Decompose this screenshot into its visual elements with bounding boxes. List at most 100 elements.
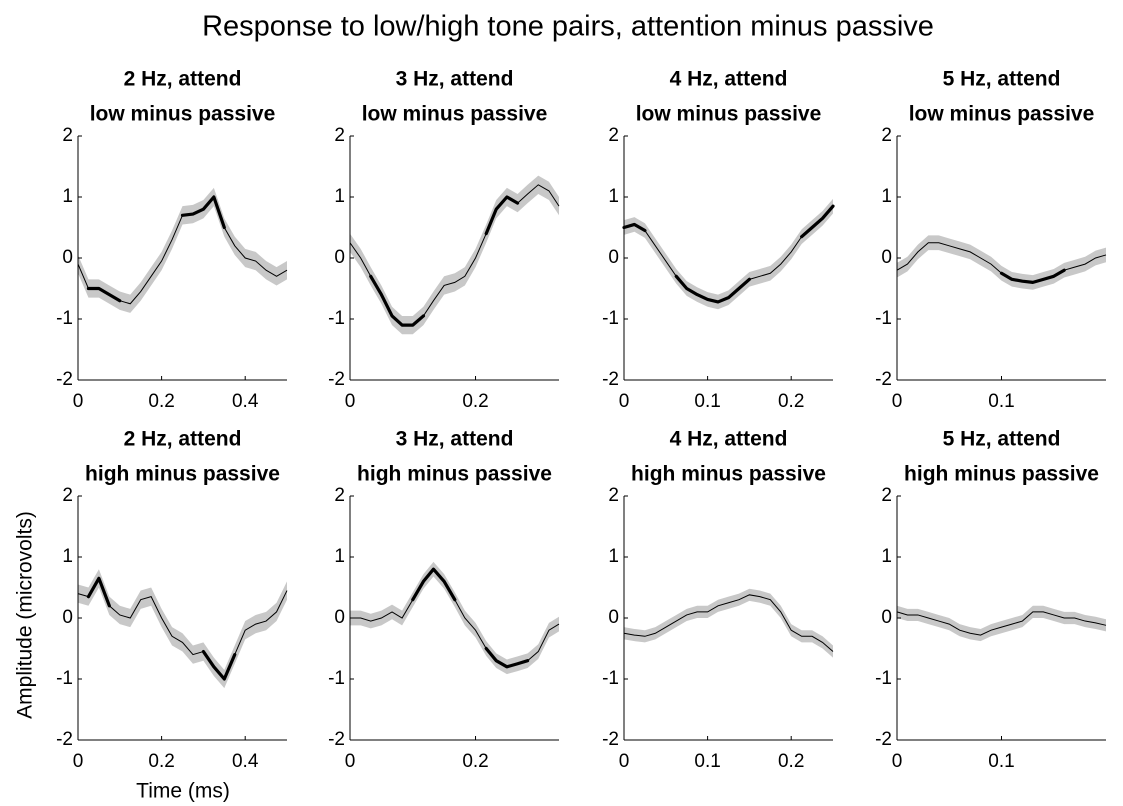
y-tick-label: 0 (334, 607, 345, 628)
significant-segment (201, 649, 237, 681)
subplot-subtitle: high minus passive (85, 463, 280, 486)
significant-segment (86, 576, 111, 608)
x-tick-label: 0 (345, 391, 356, 412)
y-tick-label: 0 (608, 607, 619, 628)
y-tick-label: -2 (602, 369, 619, 390)
error-band (350, 175, 559, 335)
y-tick-label: 2 (62, 485, 73, 506)
y-tick-label: 1 (608, 546, 619, 567)
y-tick-label: 1 (881, 546, 892, 567)
x-tick-label: 0.4 (232, 751, 259, 772)
error-band (350, 561, 559, 675)
y-tick-label: -1 (602, 308, 619, 329)
subplot-title: 5 Hz, attend (943, 68, 1061, 91)
significant-segment (180, 195, 226, 230)
line (623, 205, 834, 303)
subplot-title: 2 Hz, attend (124, 68, 242, 91)
significant-segment (369, 274, 426, 327)
y-tick-label: 1 (881, 186, 892, 207)
significant-segment (86, 286, 122, 303)
y-tick-label: -2 (328, 369, 345, 390)
y-tick-label: -2 (602, 729, 619, 750)
subplot-subtitle: low minus passive (636, 103, 822, 126)
subplot-title: 5 Hz, attend (943, 428, 1061, 451)
x-tick-label: 0.1 (694, 391, 720, 412)
subplot-title: 2 Hz, attend (124, 428, 242, 451)
y-tick-label: 1 (608, 186, 619, 207)
line (896, 611, 1107, 636)
subplot-subtitle: high minus passive (357, 463, 552, 486)
x-tick-label: 0.1 (694, 751, 720, 772)
x-tick-label: 0.2 (148, 751, 174, 772)
error-band (897, 605, 1106, 642)
x-tick-label: 0.2 (148, 391, 174, 412)
line (349, 184, 560, 326)
y-tick-label: 0 (62, 607, 73, 628)
y-tick-label: 1 (62, 546, 73, 567)
y-tick-label: -1 (328, 308, 345, 329)
y-tick-label: 1 (62, 186, 73, 207)
significant-segment (484, 646, 530, 669)
y-tick-label: -1 (328, 668, 345, 689)
x-tick-label: 0 (73, 751, 84, 772)
y-tick-label: -1 (875, 668, 892, 689)
significant-segment (999, 268, 1066, 284)
subplot-title: 4 Hz, attend (670, 68, 788, 91)
y-tick-label: 1 (334, 546, 345, 567)
y-tick-label: 0 (881, 607, 892, 628)
significant-segment (411, 567, 457, 602)
subplot-subtitle: low minus passive (362, 103, 548, 126)
subplot-title: 3 Hz, attend (396, 428, 514, 451)
x-tick-label: 0.2 (778, 391, 804, 412)
y-tick-label: 0 (334, 247, 345, 268)
y-tick-label: 0 (608, 247, 619, 268)
y-tick-label: 2 (881, 125, 892, 146)
subplot-subtitle: high minus passive (631, 463, 826, 486)
line (623, 594, 834, 652)
significant-segment (484, 195, 520, 236)
y-tick-label: -2 (56, 729, 73, 750)
error-band (78, 569, 287, 689)
subplot-subtitle: high minus passive (904, 463, 1099, 486)
x-tick-label: 0 (892, 751, 903, 772)
error-band (624, 198, 833, 310)
line (350, 568, 560, 668)
significant-segment (674, 274, 751, 304)
x-tick-label: 0 (892, 391, 903, 412)
significant-segment (622, 222, 647, 233)
y-tick-label: -1 (602, 668, 619, 689)
y-tick-label: 0 (62, 247, 73, 268)
y-axis-label: Amplitude (microvolts) (14, 511, 37, 719)
x-tick-label: 0.2 (462, 391, 488, 412)
x-axis-label: Time (ms) (136, 780, 230, 803)
y-tick-label: -1 (56, 308, 73, 329)
subplot-subtitle: low minus passive (90, 103, 276, 126)
x-tick-label: 0 (619, 751, 630, 772)
line (77, 577, 288, 680)
x-tick-label: 0.1 (988, 751, 1014, 772)
y-tick-label: 0 (881, 247, 892, 268)
y-tick-label: -1 (875, 308, 892, 329)
x-tick-label: 0 (73, 391, 84, 412)
y-tick-label: 2 (608, 125, 619, 146)
y-tick-label: 2 (334, 125, 345, 146)
error-band (624, 588, 833, 658)
significant-segment (800, 204, 835, 239)
x-tick-label: 0 (619, 391, 630, 412)
subplot-subtitle: low minus passive (909, 103, 1095, 126)
y-tick-label: 2 (334, 485, 345, 506)
error-band (78, 187, 287, 313)
x-tick-label: 0.2 (778, 751, 804, 772)
x-tick-label: 0.4 (232, 391, 259, 412)
figure-title: Response to low/high tone pairs, attenti… (202, 11, 934, 43)
y-tick-label: -2 (875, 369, 892, 390)
y-tick-label: -1 (56, 668, 73, 689)
x-tick-label: 0.1 (988, 391, 1014, 412)
error-band (897, 235, 1106, 290)
y-tick-label: -2 (875, 729, 892, 750)
y-tick-label: -2 (56, 369, 73, 390)
y-tick-label: 2 (881, 485, 892, 506)
x-tick-label: 0.2 (462, 751, 488, 772)
y-tick-label: 2 (62, 125, 73, 146)
